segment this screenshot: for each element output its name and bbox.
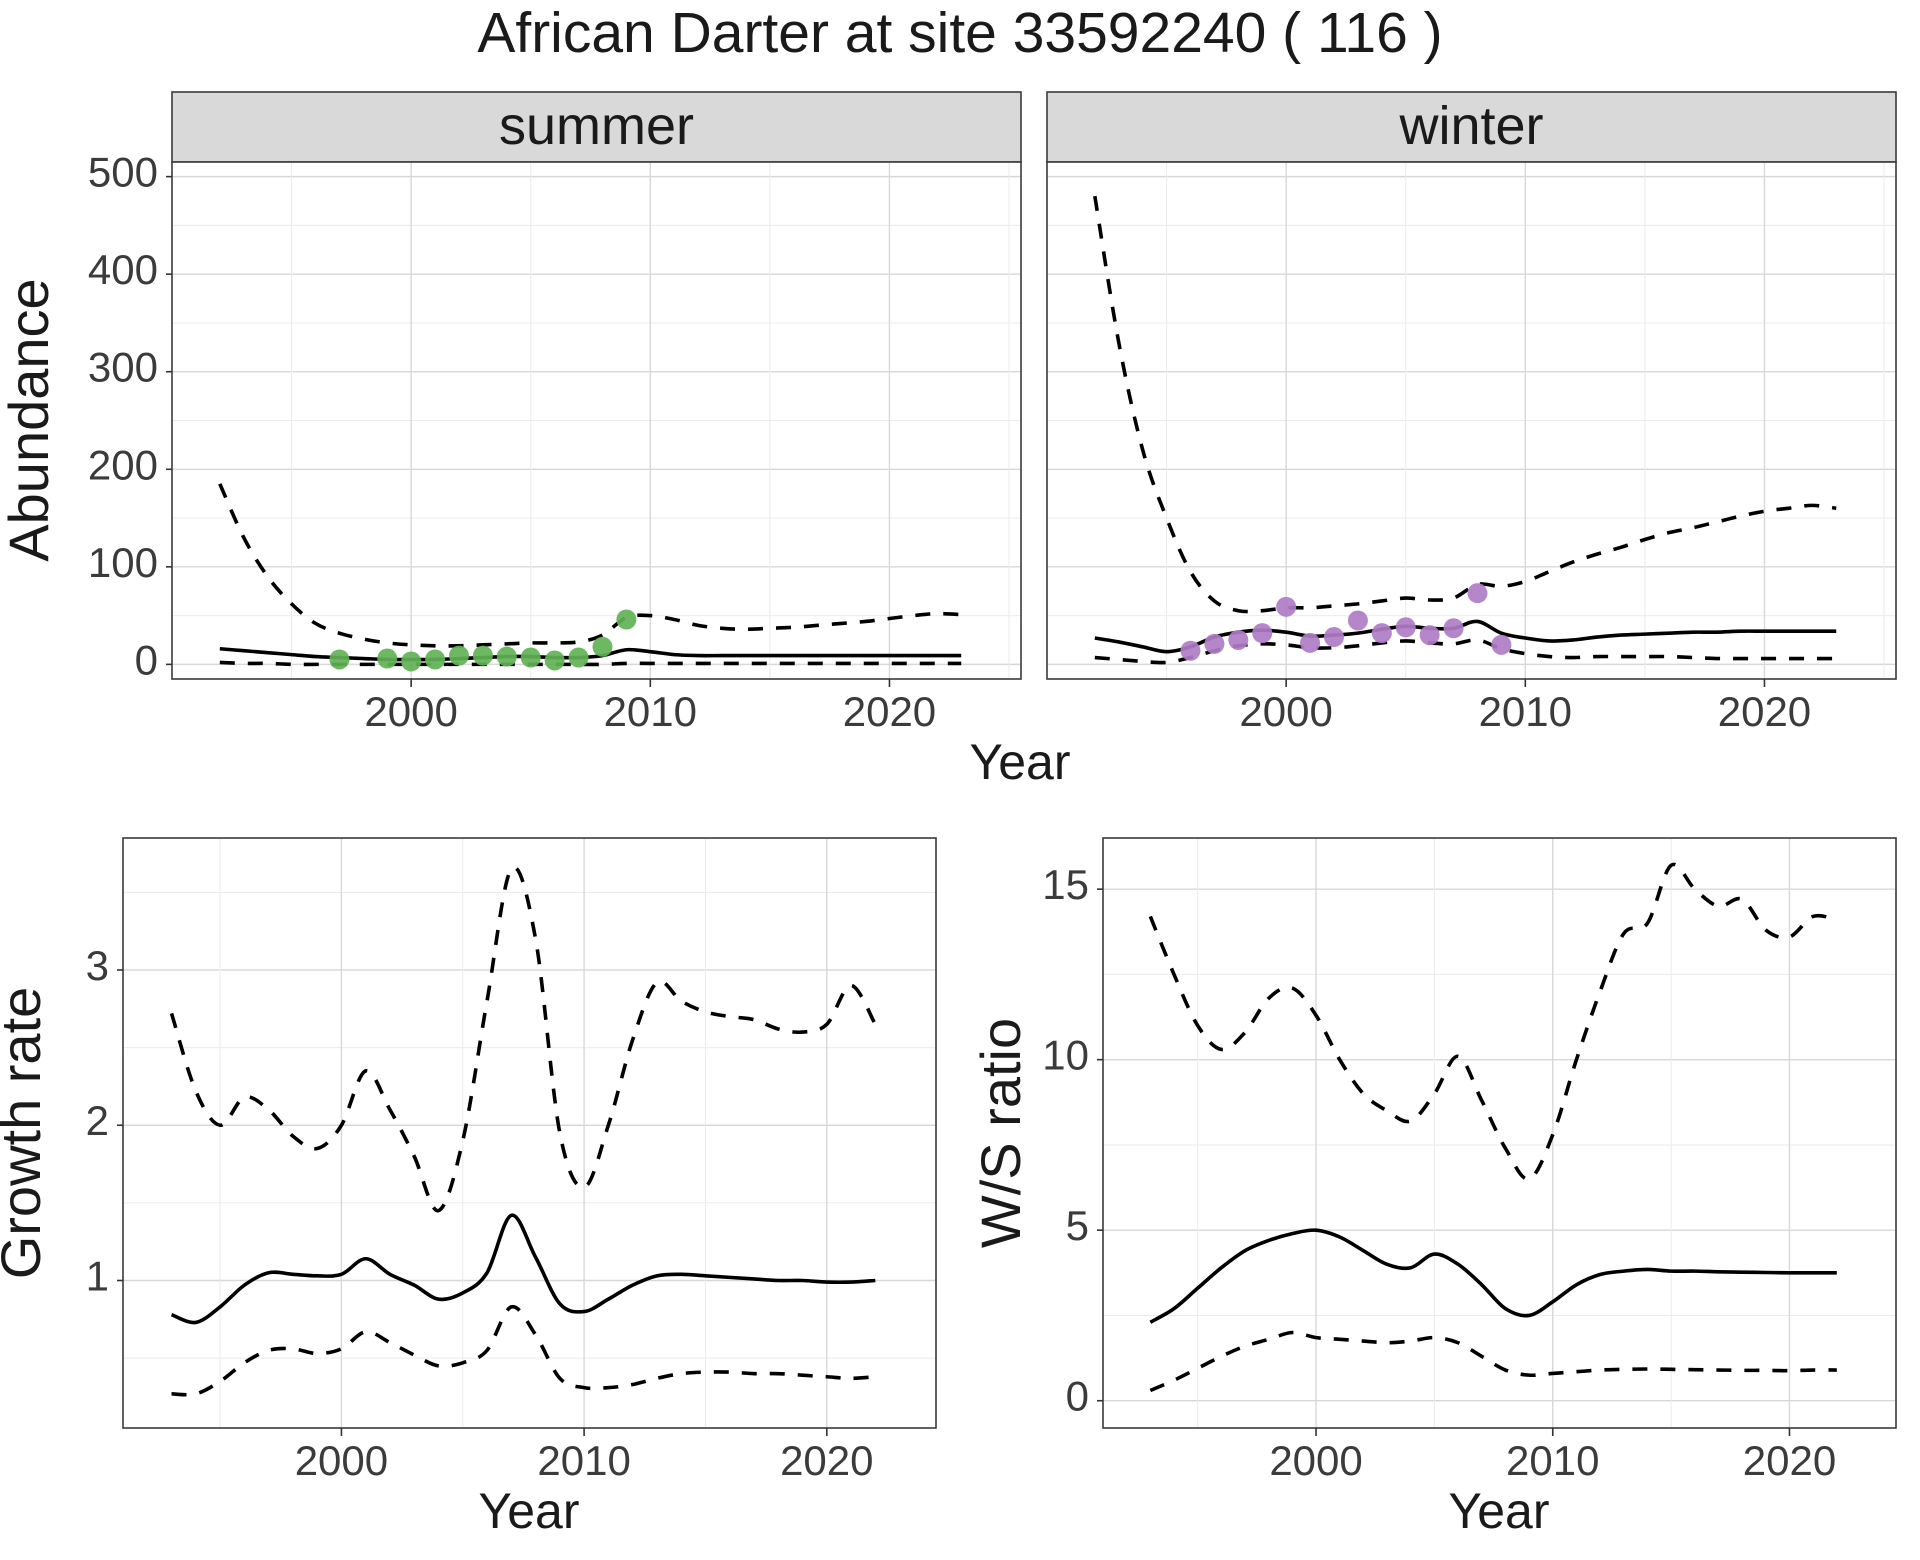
- svg-text:5: 5: [1066, 1202, 1089, 1249]
- svg-text:2000: 2000: [1239, 688, 1332, 735]
- svg-text:2010: 2010: [604, 688, 697, 735]
- svg-text:100: 100: [88, 539, 158, 586]
- svg-text:2000: 2000: [1269, 1437, 1362, 1484]
- svg-text:10: 10: [1042, 1032, 1089, 1079]
- svg-text:1: 1: [86, 1253, 109, 1300]
- svg-text:Abundance: Abundance: [0, 278, 60, 561]
- svg-text:500: 500: [88, 149, 158, 196]
- svg-text:2020: 2020: [843, 688, 936, 735]
- svg-text:300: 300: [88, 344, 158, 391]
- svg-text:2010: 2010: [537, 1437, 630, 1484]
- svg-text:3: 3: [86, 942, 109, 989]
- svg-text:2020: 2020: [1743, 1437, 1836, 1484]
- svg-text:2020: 2020: [780, 1437, 873, 1484]
- svg-text:0: 0: [1066, 1373, 1089, 1420]
- svg-text:Year: Year: [478, 1483, 579, 1539]
- svg-text:W/S ratio: W/S ratio: [969, 1018, 1032, 1248]
- svg-text:200: 200: [88, 441, 158, 488]
- svg-text:2010: 2010: [1506, 1437, 1599, 1484]
- svg-text:2000: 2000: [364, 688, 457, 735]
- svg-text:Growth rate: Growth rate: [0, 987, 52, 1280]
- svg-text:summer: summer: [499, 96, 694, 156]
- svg-text:2010: 2010: [1479, 688, 1572, 735]
- svg-text:2020: 2020: [1718, 688, 1811, 735]
- svg-text:Year: Year: [1448, 1483, 1549, 1539]
- svg-text:Year: Year: [969, 734, 1070, 790]
- svg-text:400: 400: [88, 246, 158, 293]
- svg-text:2000: 2000: [295, 1437, 388, 1484]
- svg-text:15: 15: [1042, 861, 1089, 908]
- svg-text:0: 0: [135, 636, 158, 683]
- svg-text:winter: winter: [1398, 96, 1543, 156]
- svg-text:2: 2: [86, 1097, 109, 1144]
